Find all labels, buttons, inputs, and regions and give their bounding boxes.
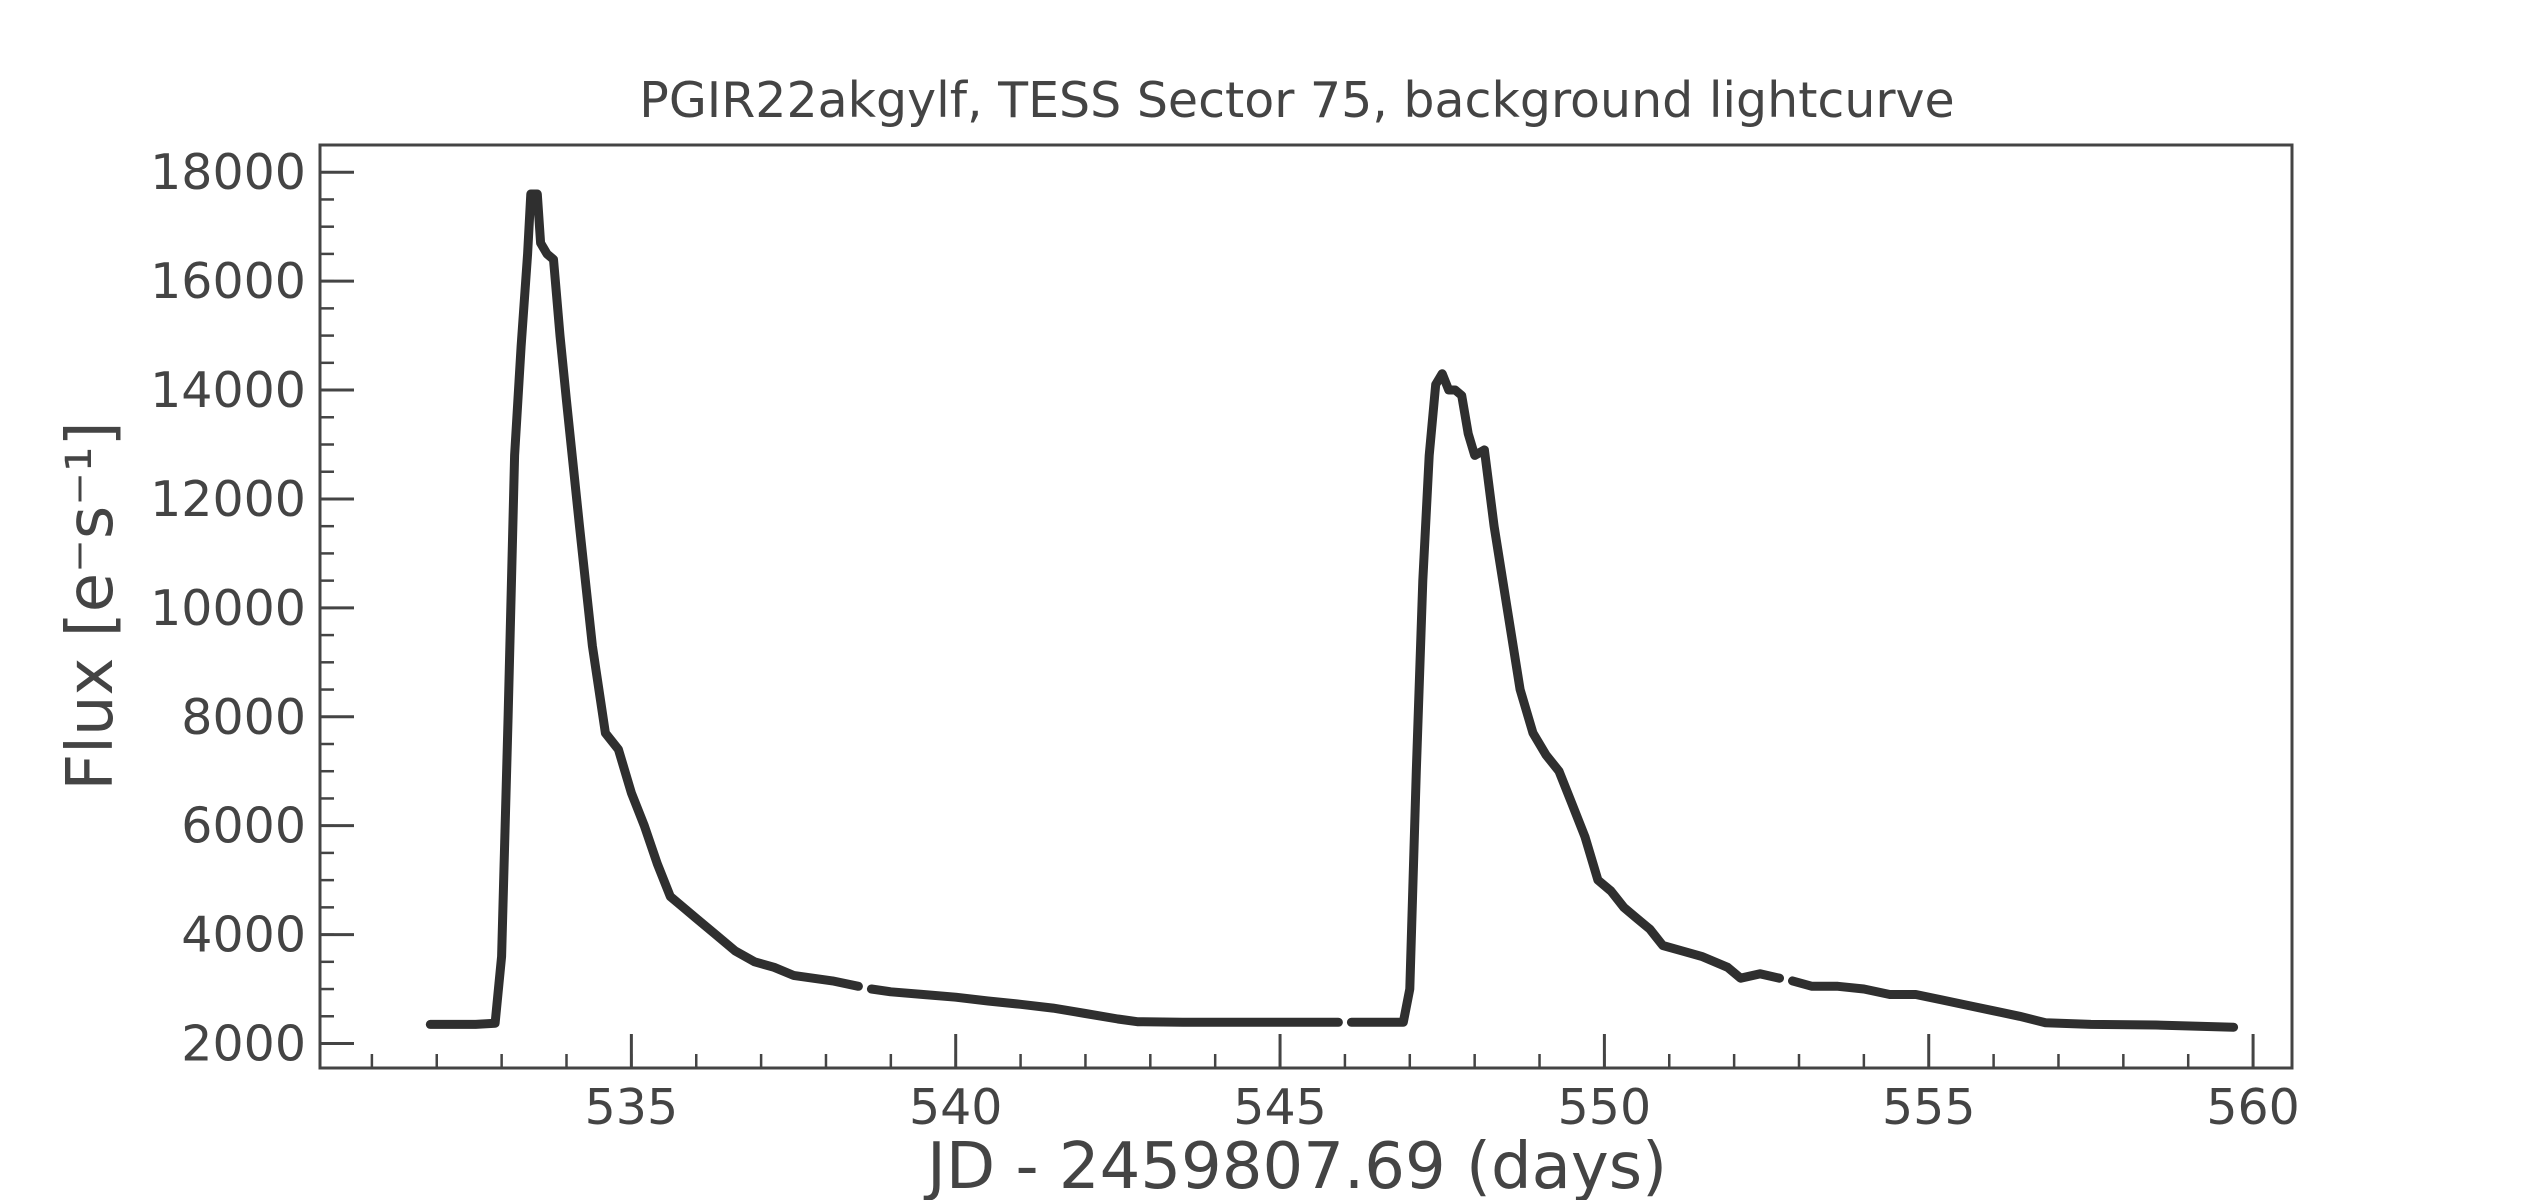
x-tick-label: 540 bbox=[909, 1079, 1003, 1136]
y-tick-label: 2000 bbox=[181, 1015, 306, 1072]
y-tick-label: 10000 bbox=[150, 580, 306, 637]
lightcurve-line bbox=[866, 984, 1343, 1027]
y-tick-label: 6000 bbox=[181, 798, 306, 855]
x-axis-label: JD - 2459807.69 (days) bbox=[923, 1130, 1667, 1200]
y-tick-label: 14000 bbox=[150, 362, 306, 419]
plot-frame bbox=[318, 143, 2294, 1070]
lightcurve-line bbox=[1346, 369, 1784, 1027]
x-tick-label: 550 bbox=[1558, 1079, 1652, 1136]
lightcurve-line bbox=[1788, 976, 2239, 1032]
x-tick-label: 535 bbox=[585, 1079, 679, 1136]
x-tick-label: 560 bbox=[2206, 1079, 2300, 1136]
y-tick-label: 12000 bbox=[150, 471, 306, 528]
x-tick-label: 545 bbox=[1233, 1079, 1327, 1136]
x-tick-label: 555 bbox=[1882, 1079, 1976, 1136]
lightcurve-line bbox=[425, 189, 863, 1029]
y-tick-label: 18000 bbox=[150, 144, 306, 201]
y-tick-label: 4000 bbox=[181, 907, 306, 964]
y-axis: 2000 4000 6000 8000 10000 12000 14000 16000 1800… bbox=[150, 143, 354, 1072]
y-axis-label: Flux [e⁻s⁻¹] bbox=[54, 421, 128, 790]
y-tick-label: 8000 bbox=[181, 689, 306, 746]
chart-title: PGIR22akgylf, TESS Sector 75, background… bbox=[639, 72, 1954, 129]
x-axis: 535 540 545 550 555 560 bbox=[370, 1034, 2300, 1136]
series-group bbox=[425, 189, 2239, 1032]
plot-area bbox=[318, 143, 2294, 1070]
y-tick-label: 16000 bbox=[150, 253, 306, 310]
